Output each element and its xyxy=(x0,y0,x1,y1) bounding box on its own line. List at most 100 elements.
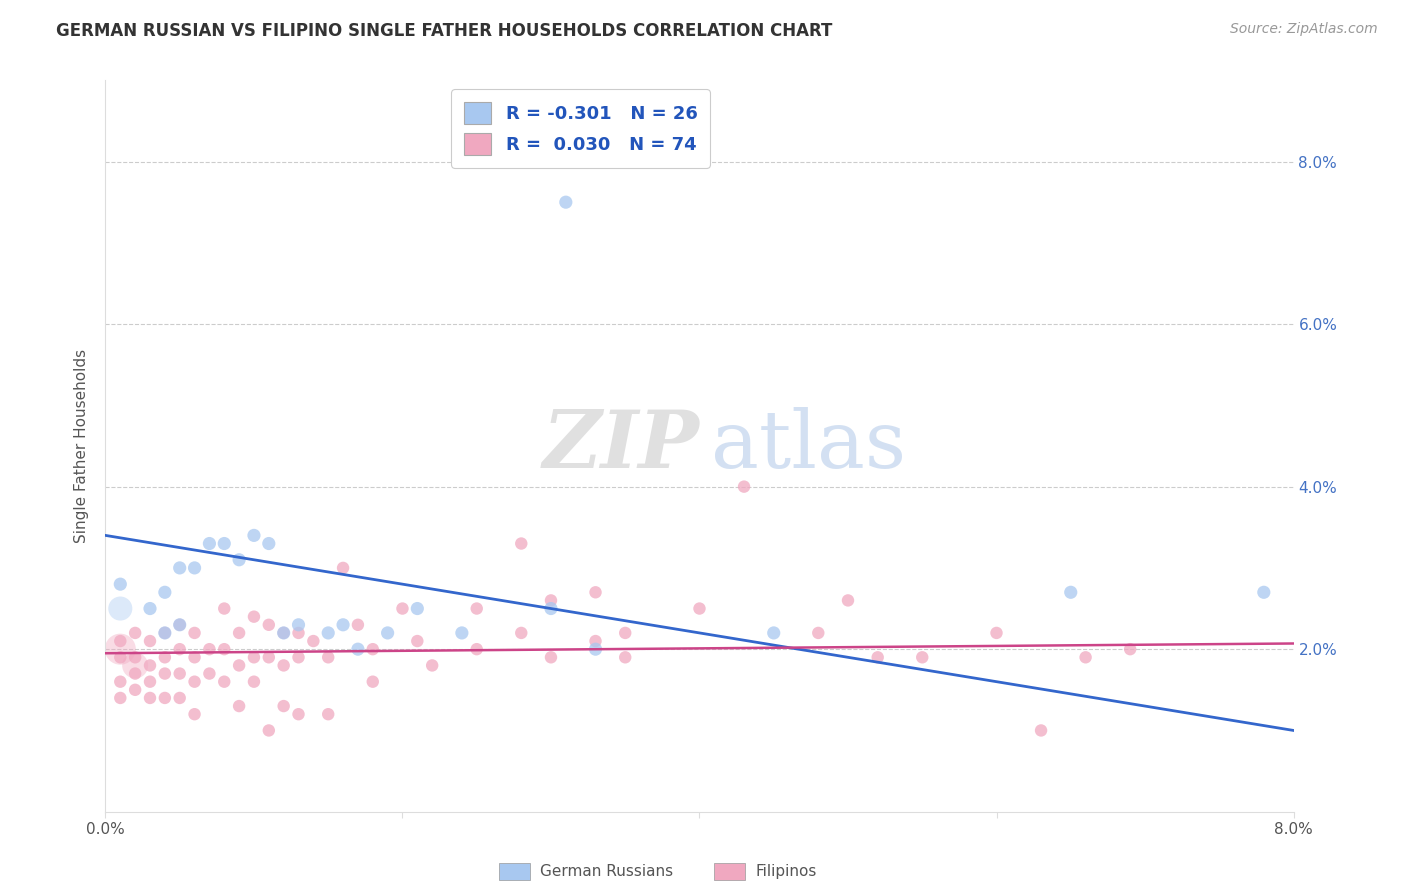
Point xyxy=(228,699,250,714)
Point xyxy=(110,690,132,705)
Point xyxy=(169,617,191,632)
Point xyxy=(1029,723,1052,738)
Point xyxy=(124,650,146,665)
Point xyxy=(139,674,162,689)
Point xyxy=(450,626,472,640)
Point xyxy=(510,626,533,640)
Point xyxy=(110,601,132,615)
Point xyxy=(153,626,176,640)
Point xyxy=(198,536,221,550)
Point xyxy=(406,634,429,648)
Point xyxy=(1119,642,1142,657)
Point xyxy=(139,690,162,705)
Point xyxy=(198,642,221,657)
Point xyxy=(169,666,191,681)
Text: Filipinos: Filipinos xyxy=(755,864,817,879)
Point xyxy=(287,707,309,722)
Point xyxy=(540,601,562,615)
Point xyxy=(110,577,132,591)
Point xyxy=(139,601,162,615)
Point xyxy=(614,626,637,640)
Point xyxy=(866,650,889,665)
Point xyxy=(124,658,146,673)
Point xyxy=(257,536,280,550)
Point xyxy=(347,617,370,632)
Point xyxy=(228,626,250,640)
Point xyxy=(986,626,1008,640)
Text: atlas: atlas xyxy=(711,407,907,485)
Point xyxy=(837,593,859,607)
Legend: R = -0.301   N = 26, R =  0.030   N = 74: R = -0.301 N = 26, R = 0.030 N = 74 xyxy=(451,89,710,168)
Point xyxy=(287,650,309,665)
Point xyxy=(273,699,295,714)
Point xyxy=(183,561,205,575)
Point xyxy=(183,707,205,722)
Point xyxy=(273,658,295,673)
Point xyxy=(540,650,562,665)
Point xyxy=(406,601,429,615)
Point xyxy=(183,626,205,640)
Point xyxy=(554,195,576,210)
Point xyxy=(243,609,266,624)
Point xyxy=(257,650,280,665)
Point xyxy=(257,617,280,632)
Point xyxy=(169,690,191,705)
Point xyxy=(585,642,607,657)
Point xyxy=(316,707,339,722)
Point xyxy=(316,650,339,665)
Point xyxy=(153,626,176,640)
Point xyxy=(316,626,339,640)
Point xyxy=(689,601,711,615)
Point xyxy=(110,674,132,689)
Point xyxy=(733,480,755,494)
Text: GERMAN RUSSIAN VS FILIPINO SINGLE FATHER HOUSEHOLDS CORRELATION CHART: GERMAN RUSSIAN VS FILIPINO SINGLE FATHER… xyxy=(56,22,832,40)
Point xyxy=(420,658,443,673)
Point xyxy=(139,658,162,673)
Point xyxy=(214,674,236,689)
Point xyxy=(614,650,637,665)
Point xyxy=(228,658,250,673)
Point xyxy=(332,561,354,575)
Point xyxy=(214,536,236,550)
Point xyxy=(169,642,191,657)
Point xyxy=(228,553,250,567)
Point xyxy=(287,617,309,632)
Point xyxy=(169,617,191,632)
Point xyxy=(361,674,384,689)
Point xyxy=(273,626,295,640)
Point xyxy=(153,650,176,665)
Point xyxy=(911,650,934,665)
Point xyxy=(214,601,236,615)
Point xyxy=(347,642,370,657)
Point xyxy=(287,626,309,640)
Point xyxy=(377,626,399,640)
Point xyxy=(585,585,607,599)
Point xyxy=(1074,650,1097,665)
Point xyxy=(214,642,236,657)
Point xyxy=(153,690,176,705)
Point xyxy=(243,674,266,689)
Point xyxy=(807,626,830,640)
Point xyxy=(465,601,488,615)
Point xyxy=(465,642,488,657)
Point xyxy=(361,642,384,657)
Point xyxy=(153,666,176,681)
Point xyxy=(124,666,146,681)
Point xyxy=(198,666,221,681)
Point xyxy=(110,650,132,665)
Y-axis label: Single Father Households: Single Father Households xyxy=(75,349,90,543)
Point xyxy=(124,682,146,697)
Point xyxy=(243,528,266,542)
Point xyxy=(762,626,785,640)
Point xyxy=(183,674,205,689)
Point xyxy=(110,634,132,648)
Text: Source: ZipAtlas.com: Source: ZipAtlas.com xyxy=(1230,22,1378,37)
Point xyxy=(1060,585,1083,599)
Point xyxy=(510,536,533,550)
Point xyxy=(332,617,354,632)
Point xyxy=(257,723,280,738)
Point xyxy=(139,634,162,648)
Point xyxy=(110,642,132,657)
Point xyxy=(302,634,325,648)
Text: German Russians: German Russians xyxy=(540,864,673,879)
